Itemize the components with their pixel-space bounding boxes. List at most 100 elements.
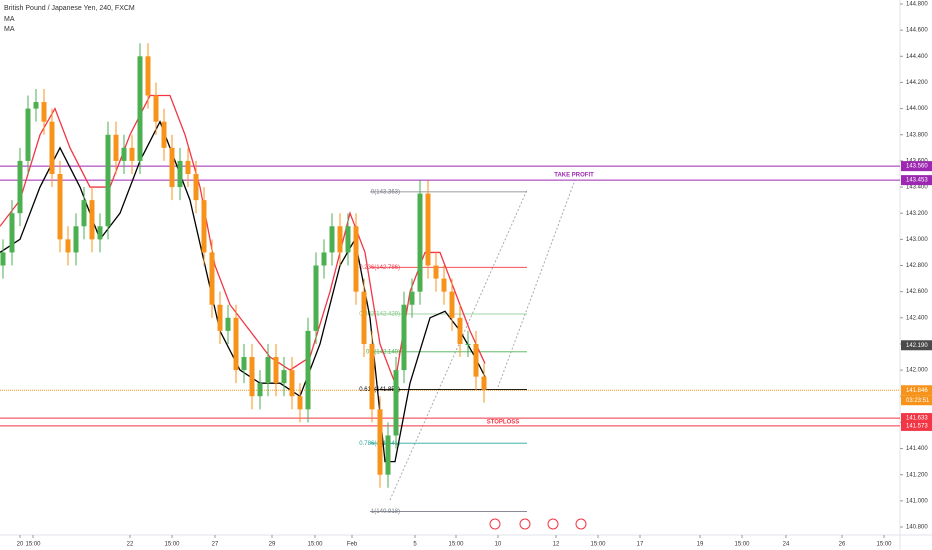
- price-tag: [901, 385, 932, 396]
- indicator-label: MA: [4, 26, 15, 33]
- y-tick-label: 143.200: [906, 211, 928, 217]
- x-tick-label: 15:00: [590, 542, 606, 548]
- candle-body: [473, 343, 479, 377]
- candle-body: [361, 291, 367, 344]
- candle-body: [185, 160, 191, 174]
- x-tick-label: 15:00: [25, 542, 41, 548]
- y-tick-label: 144.800: [906, 2, 928, 8]
- x-tick-label: 15:00: [307, 542, 323, 548]
- price-tag-label: 143.453: [906, 178, 928, 184]
- x-tick-label: 22: [127, 542, 134, 548]
- event-icon: [519, 518, 531, 530]
- candle-body: [385, 435, 391, 475]
- candle-body: [449, 291, 455, 318]
- candle-body: [377, 409, 383, 475]
- price-tag-label: 141.573: [906, 424, 928, 430]
- y-tick-label: 144.400: [906, 54, 928, 60]
- level-note: TAKE PROFIT: [554, 173, 594, 179]
- candle-body: [481, 376, 487, 390]
- y-tick-label: 143.800: [906, 132, 928, 138]
- candle-body: [401, 304, 407, 371]
- candle-body: [0, 252, 6, 266]
- candle-body: [257, 383, 263, 397]
- candle-body: [297, 396, 303, 410]
- candle-body: [457, 317, 463, 344]
- candle-body: [97, 226, 103, 240]
- candle-body: [345, 226, 351, 253]
- candle-body: [49, 121, 55, 174]
- price-tag-label: 142.190: [906, 343, 928, 349]
- candle-body: [321, 252, 327, 266]
- y-tick-label: 142.400: [906, 315, 928, 321]
- y-tick-label: 142.600: [906, 289, 928, 295]
- x-tick-label: 27: [212, 542, 219, 548]
- y-tick-label: 142.000: [906, 368, 928, 374]
- candle-body: [121, 147, 127, 161]
- candle-body: [17, 160, 23, 214]
- candle-body: [337, 226, 343, 253]
- candle-body: [433, 265, 439, 279]
- x-tick-label: 15:00: [448, 542, 464, 548]
- fib-label: 0.236(142.786): [359, 265, 400, 271]
- candle-body: [41, 102, 47, 122]
- price-tag-label: 141.633: [906, 416, 928, 422]
- candle-body: [33, 102, 39, 109]
- candle-body: [409, 291, 415, 305]
- candle-body: [89, 200, 95, 240]
- candle-body: [25, 108, 31, 161]
- candle-body: [129, 147, 135, 161]
- x-tick-label: 5: [413, 542, 417, 548]
- x-tick-label: 26: [839, 542, 846, 548]
- candle-body: [209, 252, 215, 305]
- y-tick-label: 140.800: [906, 525, 928, 531]
- x-tick-label: 15:00: [876, 542, 892, 548]
- candle-body: [105, 134, 111, 227]
- fib-trend: [389, 189, 528, 501]
- candle-body: [177, 160, 183, 188]
- candle-body: [137, 56, 143, 161]
- price-tag: [901, 395, 932, 406]
- ma-line: [0, 94, 486, 386]
- price-tag-label: 143.560: [906, 164, 928, 170]
- y-tick-label: 141.000: [906, 498, 928, 504]
- candle-body: [265, 357, 271, 384]
- x-tick-label: 19: [697, 542, 704, 548]
- candle-body: [217, 304, 223, 331]
- x-tick-label: Feb: [347, 542, 358, 548]
- x-tick-label: 20: [17, 542, 24, 548]
- candle-body: [241, 357, 247, 371]
- events: [489, 518, 587, 530]
- x-tick-label: 29: [269, 542, 276, 548]
- candle-body: [9, 213, 15, 253]
- candle-body: [441, 278, 447, 292]
- price-tag: [901, 161, 932, 172]
- candle-body: [81, 200, 87, 227]
- countdown: 03:23:51: [906, 398, 930, 404]
- level-note: STOPLOSS: [487, 420, 520, 426]
- y-tick-label: 141.400: [906, 446, 928, 452]
- y-tick-label: 143.000: [906, 237, 928, 243]
- candle-body: [153, 95, 159, 122]
- candle-body: [161, 121, 167, 148]
- x-tick-label: 10: [495, 542, 502, 548]
- x-tick-label: 24: [783, 542, 790, 548]
- x-tick-label: 17: [637, 542, 644, 548]
- fib-label: 0(143.363): [371, 189, 400, 195]
- y-tick-label: 144.000: [906, 106, 928, 112]
- candle-body: [249, 357, 255, 397]
- y-tick-label: 141.200: [906, 472, 928, 478]
- candle-body: [73, 226, 79, 253]
- fib-label: 0.382(142.429): [359, 312, 400, 318]
- candle-body: [113, 134, 119, 161]
- x-tick-label: 12: [553, 542, 560, 548]
- candle-body: [289, 370, 295, 397]
- candle-body: [193, 173, 199, 201]
- candle-body: [145, 56, 151, 96]
- chart-title: British Pound / Japanese Yen, 240, FXCM: [4, 5, 135, 12]
- candle-body: [281, 370, 287, 384]
- candle-body: [353, 226, 359, 292]
- candle-body: [273, 357, 279, 384]
- candle-body: [169, 147, 175, 188]
- candle-body: [393, 370, 399, 436]
